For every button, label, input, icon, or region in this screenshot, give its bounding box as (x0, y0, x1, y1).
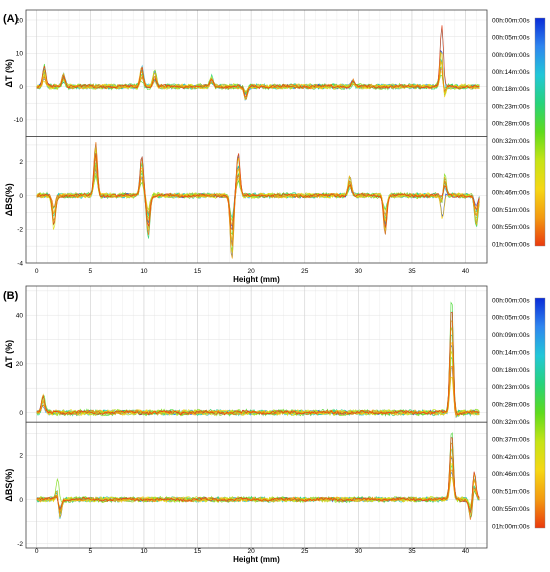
data-series-13 (36, 437, 480, 514)
colorbar-label: 00h:05m:00s (492, 315, 530, 322)
x-tick-label: 40 (462, 548, 470, 555)
subplot-backscattering: -2 0 2 ΔBS(%) (4, 421, 488, 549)
x-tick-label: 20 (248, 268, 256, 275)
colorbar-label: 00h:42m:00s (492, 172, 530, 179)
x-tick-label: 0 (35, 548, 39, 555)
y-tick-label: 10 (16, 51, 24, 58)
x-tick-label: 10 (140, 548, 148, 555)
colorbar-label: 00h:55m:00s (492, 506, 530, 513)
y-tick-label: -10 (14, 117, 24, 124)
data-series-9 (36, 147, 480, 241)
colorbar-label: 00h:46m:00s (492, 471, 530, 478)
colorbar-label: 01h:00m:00s (492, 241, 530, 248)
curve-group (36, 301, 480, 419)
y-axis-label: ΔBS(%) (4, 183, 14, 216)
plot-frame (25, 136, 488, 264)
colorbar-label: 00h:37m:00s (492, 436, 530, 443)
plot-frame (25, 421, 488, 549)
x-tick-label: 30 (355, 268, 363, 275)
x-tick-label: 15 (194, 268, 202, 275)
y-tick-label: -4 (17, 260, 23, 267)
panel-b: (B) 0 20 40 ΔT (%) -2 0 2 ΔBS(%) 0 5 10 15 20 25 30 35 40… (3, 285, 546, 564)
x-axis-label: Height (mm) (233, 275, 280, 284)
y-tick-label: 2 (19, 453, 23, 460)
panel-label: (B) (3, 290, 19, 302)
x-axis-label: Height (mm) (233, 555, 280, 564)
y-tick-label: 0 (19, 497, 23, 504)
y-tick-label: 40 (16, 312, 24, 319)
panel-label: (A) (3, 13, 19, 25)
curve-group (36, 141, 480, 259)
subplot-transmission: -10 0 10 20 ΔT (%) (4, 9, 488, 137)
x-tick-label: 15 (194, 548, 202, 555)
colorbar-label: 00h:28m:00s (492, 402, 530, 409)
colorbar-label: 00h:32m:00s (492, 419, 530, 426)
y-tick-label: 0 (19, 84, 23, 91)
y-axis-label: ΔT (%) (4, 340, 14, 368)
x-tick-label: 20 (248, 548, 256, 555)
data-series-9 (36, 476, 480, 517)
colorbar-label: 00h:32m:00s (492, 138, 530, 145)
colorbar-label: 00h:51m:00s (492, 207, 530, 214)
y-tick-label: 20 (16, 361, 24, 368)
x-tick-label: 40 (462, 268, 470, 275)
colorbar-label: 00h:37m:00s (492, 155, 530, 162)
colorbar-label: 00h:18m:00s (492, 367, 530, 374)
x-tick-label: 5 (89, 268, 93, 275)
x-tick-label: 25 (301, 548, 309, 555)
colorbar-label: 00h:09m:00s (492, 332, 530, 339)
y-tick-label: 2 (19, 159, 23, 166)
colorbar-label: 00h:51m:00s (492, 489, 530, 496)
y-tick-label: -2 (17, 227, 23, 234)
colorbar-label: 00h:18m:00s (492, 86, 530, 93)
y-tick-label: 0 (19, 410, 23, 417)
plot-area (26, 286, 487, 423)
plot-area (26, 10, 487, 137)
y-tick-label: 20 (16, 17, 24, 24)
colorbar-label: 00h:23m:00s (492, 103, 530, 110)
colorbar-label: 01h:00m:00s (492, 523, 530, 530)
y-tick-label: -2 (17, 541, 23, 548)
colorbar (534, 297, 546, 529)
data-series-13 (36, 311, 480, 416)
colorbar-label: 00h:42m:00s (492, 454, 530, 461)
y-tick-label: 0 (19, 193, 23, 200)
colorbar-label: 00h:23m:00s (492, 384, 530, 391)
colorbar-label: 00h:09m:00s (492, 52, 530, 59)
x-tick-label: 35 (408, 268, 416, 275)
curve-group (36, 432, 480, 520)
colorbar-label: 00h:14m:00s (492, 349, 530, 356)
x-tick-label: 25 (301, 268, 309, 275)
x-tick-label: 35 (408, 548, 416, 555)
x-tick-label: 0 (35, 268, 39, 275)
subplot-transmission: 0 20 40 ΔT (%) (4, 285, 488, 423)
panel-a: (A) -10 0 10 20 ΔT (%) -4 -2 0 2 ΔBS(%) 0 5 10 15 20 25 3… (3, 9, 546, 284)
colorbar-label: 00h:46m:00s (492, 190, 530, 197)
colorbar-label: 00h:14m:00s (492, 69, 530, 76)
colorbar-label: 00h:00m:00s (492, 17, 530, 24)
colorbar-label: 00h:28m:00s (492, 121, 530, 128)
data-series-13 (36, 25, 480, 97)
colorbar-label: 00h:00m:00s (492, 297, 530, 304)
colorbar-label: 00h:55m:00s (492, 224, 530, 231)
colorbar (534, 17, 546, 247)
y-axis-label: ΔT (%) (4, 59, 14, 87)
x-tick-label: 10 (140, 268, 148, 275)
x-tick-label: 30 (355, 548, 363, 555)
x-tick-label: 5 (89, 548, 93, 555)
plot-area (26, 422, 487, 548)
plot-area (26, 136, 487, 263)
subplot-backscattering: -4 -2 0 2 ΔBS(%) (4, 136, 488, 267)
data-series-13 (36, 153, 480, 231)
y-axis-label: ΔBS(%) (4, 469, 14, 502)
colorbar-label: 00h:05m:00s (492, 35, 530, 42)
curve-group (36, 25, 480, 101)
